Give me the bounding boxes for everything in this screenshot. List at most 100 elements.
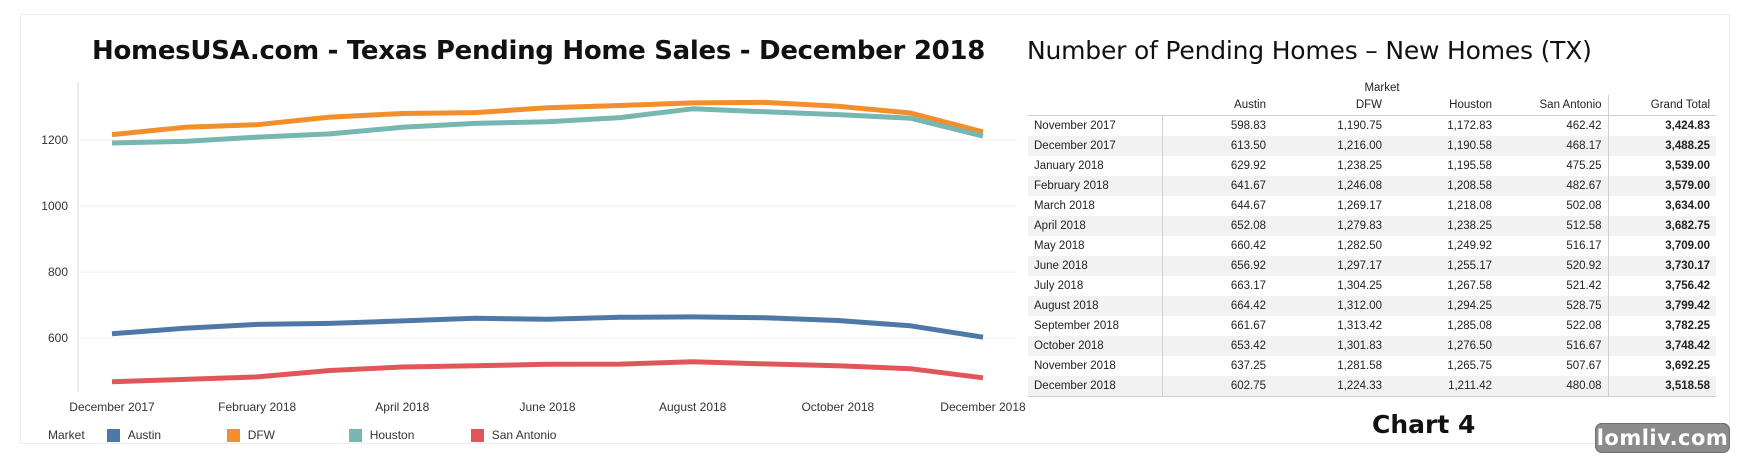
table-row: July 2018 663.17 1,304.25 1,267.58 521.42 3,7…: [1028, 276, 1717, 296]
table-row-label: July 2018: [1028, 276, 1163, 296]
table-corner-cell: [1028, 80, 1162, 95]
table-cell: 644.67: [1230, 200, 1266, 212]
table-row: November 2018 637.25 1,281.58 1,265.75 507.6…: [1028, 356, 1717, 376]
table-cell: 528.75: [1566, 300, 1602, 312]
legend-label-dfw: DFW: [247, 428, 276, 442]
legend-label-austin: Austin: [127, 428, 162, 442]
table-cell: 516.17: [1566, 240, 1602, 252]
table-cell-grand-total: 3,756.42: [1607, 276, 1717, 296]
table-cell: 475.25: [1566, 160, 1602, 172]
table-header-blank: [1028, 95, 1162, 116]
legend-label-houston: Houston: [369, 428, 415, 442]
table-cell: 1,297.17: [1337, 260, 1382, 272]
table-row: December 2018 602.75 1,224.33 1,211.42 480.0…: [1028, 376, 1717, 397]
table-cell: 1,279.83: [1337, 220, 1382, 232]
series-line-dfw[interactable]: [111, 99, 984, 138]
table-cell: 1,195.58: [1447, 160, 1492, 172]
series-line-houston[interactable]: [111, 106, 984, 146]
table-cell: 1,208.58: [1447, 180, 1492, 192]
table-row-label: June 2018: [1028, 256, 1163, 276]
table-cell-grand-total: 3,799.42: [1607, 296, 1717, 316]
table-cell-grand-total: 3,682.75: [1607, 216, 1717, 236]
table-cell: 1,312.00: [1337, 300, 1382, 312]
table-cell-grand-total: 3,539.00: [1607, 156, 1717, 176]
table-body: November 2017 598.83 1,190.75 1,172.83 462.4…: [1028, 115, 1717, 397]
table-row-label: May 2018: [1028, 236, 1163, 256]
table-row: August 2018 664.42 1,312.00 1,294.25 528.75 3…: [1028, 296, 1717, 316]
pending-homes-table: Market Austin DFW Houston San Antonio Grand …: [1028, 80, 1717, 397]
table-column-header: San Antonio: [1498, 95, 1609, 116]
table-cell: 1,255.17: [1447, 260, 1492, 272]
x-tick-label: December 2018: [940, 400, 1026, 414]
table-cell: 482.67: [1566, 180, 1602, 192]
table-cell: 516.67: [1566, 340, 1602, 352]
table-cell-grand-total: 3,782.25: [1607, 316, 1717, 336]
table-cell: 652.08: [1230, 220, 1266, 232]
table-cell: 1,190.58: [1447, 140, 1492, 152]
table-cell-grand-total: 3,424.83: [1607, 115, 1717, 136]
table-cell: 468.17: [1566, 140, 1602, 152]
table-cell: 1,281.58: [1337, 360, 1382, 372]
table-row-label: December 2017: [1028, 136, 1163, 156]
table-cell-grand-total: 3,748.42: [1607, 336, 1717, 356]
table-group-header: Market: [1364, 81, 1400, 94]
table-row: September 2018 661.67 1,313.42 1,285.08 522.…: [1028, 316, 1717, 336]
x-tick-label: June 2018: [519, 400, 575, 414]
table-cell: 641.67: [1230, 180, 1266, 192]
table-cell: 664.42: [1230, 300, 1266, 312]
table-cell: 1,267.58: [1447, 280, 1492, 292]
table-title: Number of Pending Homes – New Homes (TX): [1027, 36, 1592, 65]
legend-item-san-antonio[interactable]: San Antonio: [470, 428, 601, 442]
table-cell: 613.50: [1230, 140, 1266, 152]
table-row-label: January 2018: [1028, 156, 1163, 176]
table-cell: 1,211.42: [1388, 376, 1498, 397]
legend-item-austin[interactable]: Austin: [106, 428, 227, 442]
x-tick-label: April 2018: [375, 400, 429, 414]
table-cell-grand-total: 3,709.00: [1607, 236, 1717, 256]
series-line-austin[interactable]: [111, 314, 984, 340]
table-cell: 1,218.08: [1447, 200, 1492, 212]
legend-item-dfw[interactable]: DFW: [226, 428, 349, 442]
table-cell: 507.67: [1566, 360, 1602, 372]
table-cell: 1,304.25: [1337, 280, 1382, 292]
table-cell: 1,249.92: [1447, 240, 1492, 252]
table-cell-grand-total: 3,518.58: [1607, 376, 1717, 397]
table-cell: 1,269.17: [1337, 200, 1382, 212]
x-tick-label: August 2018: [659, 400, 727, 414]
table-row-label: August 2018: [1028, 296, 1163, 316]
table-cell: 1,282.50: [1337, 240, 1382, 252]
line-chart-title: HomesUSA.com - Texas Pending Home Sales …: [92, 36, 985, 66]
table-cell: 1,294.25: [1447, 300, 1492, 312]
chart-legend: Market Austin DFW Houston San Antonio: [48, 428, 601, 442]
legend-item-houston[interactable]: Houston: [348, 428, 471, 442]
table-group-header-spacer: [1608, 80, 1716, 95]
legend-swatch-dfw: [226, 428, 240, 442]
table-cell: 1,313.42: [1337, 320, 1382, 332]
table-cell: 1,246.08: [1337, 180, 1382, 192]
table-cell: 663.17: [1230, 280, 1266, 292]
legend-swatch-austin: [106, 428, 120, 442]
table-cell: 656.92: [1230, 260, 1266, 272]
table-row-label: February 2018: [1028, 176, 1163, 196]
table-column-header: Austin: [1162, 95, 1272, 116]
table-cell-grand-total: 3,488.25: [1607, 136, 1717, 156]
table-row-label: December 2018: [1028, 376, 1163, 397]
table-cell: 1,172.83: [1447, 120, 1492, 132]
dashboard-frame: [20, 14, 1730, 444]
table-cell: 1,265.75: [1447, 360, 1492, 372]
table-row: April 2018 652.08 1,279.83 1,238.25 512.58 3,…: [1028, 216, 1717, 236]
table-row-label: November 2017: [1028, 115, 1163, 136]
table-row: June 2018 656.92 1,297.17 1,255.17 520.92 3,7…: [1028, 256, 1717, 276]
table-row-label: October 2018: [1028, 336, 1163, 356]
table-cell: 520.92: [1566, 260, 1602, 272]
table-column-header: Houston: [1388, 95, 1498, 116]
table-row: May 2018 660.42 1,282.50 1,249.92 516.17 3,70…: [1028, 236, 1717, 256]
series-line-san-antonio[interactable]: [111, 359, 984, 385]
y-tick-label: 600: [48, 331, 68, 345]
table-cell-grand-total: 3,692.25: [1607, 356, 1717, 376]
y-tick-label: 1000: [41, 199, 68, 213]
chart-caption: Chart 4: [1372, 410, 1476, 439]
table-cell: 502.08: [1566, 200, 1602, 212]
table-column-header: DFW: [1272, 95, 1388, 116]
table-cell: 1,224.33: [1272, 376, 1388, 397]
